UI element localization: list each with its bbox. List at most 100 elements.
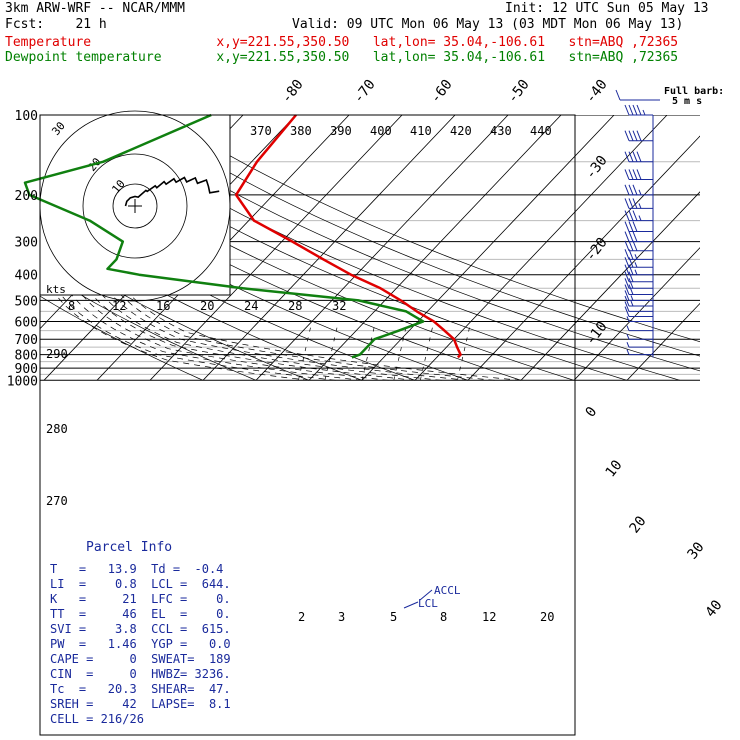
pressure-tick-label: 700 bbox=[15, 333, 38, 348]
valid-time: Valid: 09 UTC Mon 06 May 13 (03 MDT Mon … bbox=[292, 17, 684, 32]
wind-barb-flag bbox=[628, 151, 634, 162]
wind-barb-flag bbox=[632, 221, 638, 232]
wind-barb-half-flag bbox=[634, 262, 638, 268]
theta-e-label: 440 bbox=[530, 124, 552, 138]
wind-barb-half-flag bbox=[630, 295, 634, 301]
mixing-ratio-label: 3 bbox=[338, 610, 345, 624]
parcel-row: CELL = 216/26 bbox=[50, 712, 144, 726]
wind-barb-half-flag bbox=[634, 254, 638, 260]
wind-barb bbox=[624, 198, 653, 209]
parcel-row: CAPE = 0 SWEAT= 189 bbox=[50, 652, 231, 666]
isotherm-line bbox=[149, 115, 403, 381]
wind-barb-flag bbox=[624, 306, 630, 317]
wind-barb bbox=[624, 210, 653, 222]
wind-barb-half-flag bbox=[634, 269, 638, 275]
wind-barb-flag bbox=[624, 264, 630, 275]
wind-barb-flag bbox=[624, 240, 630, 251]
isotherm-line bbox=[573, 247, 700, 381]
wind-barb-flag bbox=[624, 271, 630, 282]
kts-label: kts bbox=[46, 283, 66, 296]
accl-marker bbox=[419, 589, 433, 601]
theta-e-label: 420 bbox=[450, 124, 472, 138]
lcl-marker bbox=[403, 601, 419, 609]
temperature-tick-label: -50 bbox=[505, 77, 533, 107]
mixing-ratio-line bbox=[361, 321, 376, 381]
wind-barb-half-flag bbox=[638, 189, 642, 196]
wind-barb-half-flag bbox=[630, 300, 634, 307]
wind-barb-flag bbox=[624, 290, 630, 301]
wind-barb-flag bbox=[628, 257, 634, 268]
isotherm-line bbox=[626, 302, 700, 381]
moist-adiabat-line bbox=[40, 194, 310, 381]
pressure-tick-label: 800 bbox=[15, 349, 38, 364]
moist-adiabat-line bbox=[60, 194, 389, 381]
wind-barb bbox=[624, 240, 653, 252]
wind-barb bbox=[624, 104, 653, 116]
theta-e-label: 370 bbox=[250, 124, 272, 138]
isotherm-line bbox=[255, 115, 509, 381]
wind-barb-flag bbox=[624, 198, 630, 209]
parcel-row: LI = 0.8 LCL = 644. bbox=[50, 577, 231, 591]
wind-barb bbox=[624, 290, 653, 301]
wind-barb bbox=[624, 169, 653, 180]
parcel-info-panel: Parcel Info T = 13.9 Td = -0.4 LI = 0.8 … bbox=[46, 540, 236, 736]
mixing-ratio-label: 5 bbox=[390, 610, 397, 624]
isotherm-line bbox=[361, 115, 615, 381]
wind-barb-flag bbox=[628, 271, 634, 282]
wind-barb bbox=[626, 334, 653, 340]
wind-barb-flag bbox=[636, 130, 642, 141]
hodograph-speed-label: 8 bbox=[68, 299, 75, 313]
hodograph-speed-label: 16 bbox=[156, 299, 170, 313]
wind-barb-flag bbox=[624, 284, 630, 295]
wind-barb-flag bbox=[632, 198, 638, 209]
wind-barb-half-flag bbox=[626, 325, 630, 331]
wind-barb bbox=[624, 295, 653, 307]
forecast-hour: Fcst: 21 h bbox=[5, 17, 107, 32]
wind-barb bbox=[626, 316, 653, 322]
dewpoint-trace bbox=[23, 113, 425, 359]
mixing-ratio-line bbox=[457, 321, 472, 381]
isotherm-line bbox=[308, 115, 562, 381]
wind-barb-flag bbox=[632, 231, 638, 242]
wind-barb-flag bbox=[628, 278, 634, 289]
wind-barb-flag bbox=[636, 169, 642, 180]
wind-barb bbox=[624, 264, 653, 276]
wind-barb-flag bbox=[628, 221, 634, 232]
wind-barb-flag bbox=[632, 240, 638, 251]
theta-label: 270 bbox=[46, 494, 68, 508]
isotherm-line bbox=[202, 115, 456, 381]
wind-barb-flag bbox=[624, 295, 630, 307]
wind-barb bbox=[624, 249, 653, 260]
temperature-tick-label: -20 bbox=[583, 235, 611, 265]
parcel-row: Tc = 20.3 SHEAR= 47. bbox=[50, 682, 231, 696]
wind-barb-half-flag bbox=[638, 203, 642, 209]
wind-barb-flag bbox=[624, 184, 630, 196]
wind-barb bbox=[624, 271, 653, 283]
mixing-ratio-line bbox=[298, 321, 313, 381]
temperature-tick-label: 20 bbox=[627, 513, 650, 536]
temperature-tick-label: -10 bbox=[583, 319, 611, 349]
theta-label: 280 bbox=[46, 422, 68, 436]
wind-barb-flag bbox=[624, 104, 630, 116]
isotherm-line bbox=[414, 115, 668, 381]
wind-barb bbox=[624, 151, 653, 163]
mixing-ratio-line bbox=[324, 321, 339, 381]
wind-barb-half-flag bbox=[626, 349, 630, 355]
wind-barb-flag bbox=[636, 151, 642, 162]
mixing-ratio-label: 8 bbox=[440, 610, 447, 624]
wind-barb bbox=[624, 231, 653, 243]
wind-barb-flag bbox=[624, 210, 630, 221]
temperature-tick-label: 10 bbox=[603, 457, 626, 480]
wind-barb bbox=[624, 130, 653, 142]
wind-barb-half-flag bbox=[642, 109, 646, 116]
wind-barb bbox=[626, 349, 653, 356]
wind-barb-flag bbox=[624, 249, 630, 260]
pressure-tick-label: 900 bbox=[15, 362, 38, 377]
barb-legend-text: 5 m s bbox=[672, 96, 702, 107]
wind-barb-flag bbox=[628, 264, 634, 275]
hodograph-speed-label: 24 bbox=[244, 299, 258, 313]
isotherm-line bbox=[520, 191, 700, 381]
hodograph-trace bbox=[124, 176, 220, 207]
hodograph-ring bbox=[112, 183, 158, 229]
